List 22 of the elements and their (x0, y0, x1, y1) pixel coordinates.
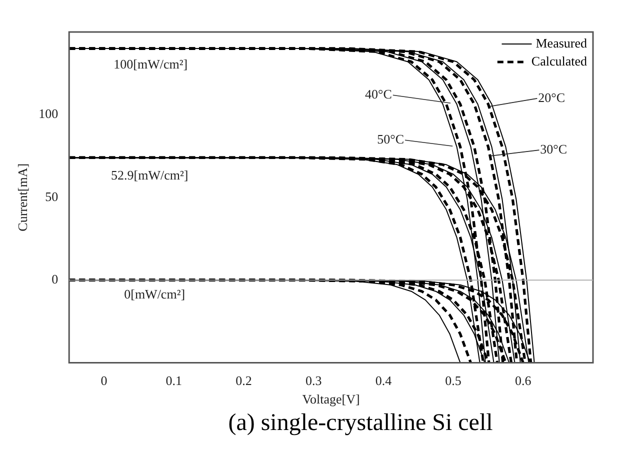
y-tick-label: 0 (52, 272, 58, 287)
annotation: 30°C (540, 141, 568, 156)
x-tick-label: 0.2 (236, 373, 252, 388)
annotation: 100[mW/cm²] (114, 56, 188, 72)
y-axis-title: Current[mA] (15, 163, 30, 232)
x-tick-label: 0.5 (445, 373, 462, 388)
text: (a) single-crystalline Si cell (227, 409, 494, 438)
annotation: 52.9[mW/cm²] (111, 167, 188, 182)
legend-label: Measured (536, 35, 588, 50)
annotation: 0[mW/cm²] (124, 286, 186, 302)
x-tick-label: 0.3 (305, 373, 322, 388)
x-tick-label: 0 (100, 373, 108, 388)
y-tick-label: 50 (45, 188, 58, 204)
annotation: 40°C (365, 86, 392, 102)
x-tick-label: 0.1 (166, 373, 182, 388)
x-axis-title: Voltage[V] (302, 392, 360, 407)
x-tick-label: 0.6 (515, 373, 532, 388)
y-tick-label: 100 (38, 106, 58, 122)
legend-label: Calculated (531, 53, 588, 68)
annotation: 20°C (538, 90, 566, 105)
annotation: 50°C (377, 132, 404, 147)
x-tick-label: 0.4 (375, 373, 392, 388)
